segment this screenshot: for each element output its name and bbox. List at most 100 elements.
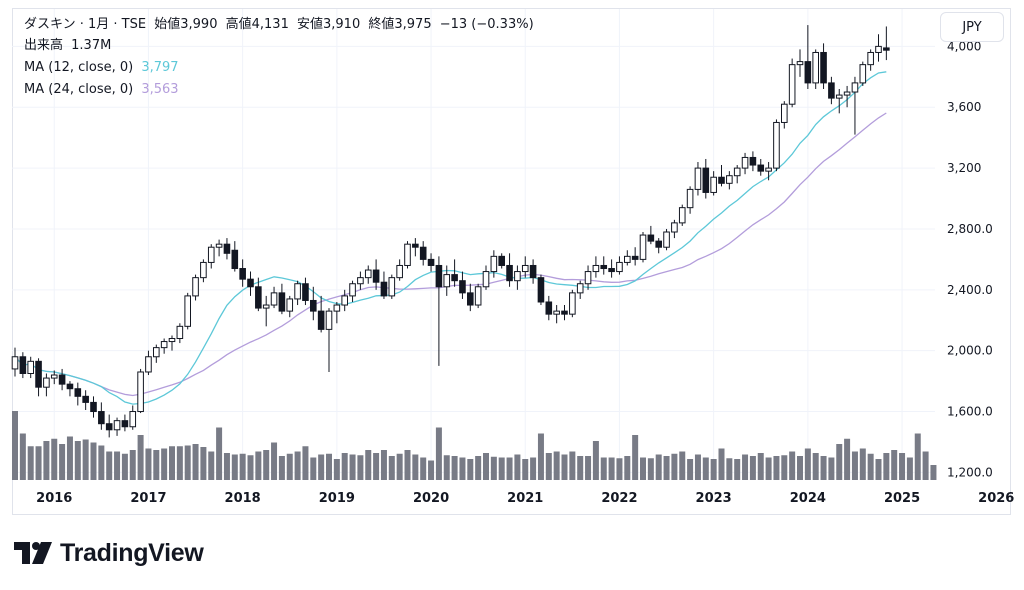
candle-body: [184, 295, 191, 327]
volume-bar: [121, 453, 128, 480]
candle-body: [412, 243, 419, 248]
volume-bar: [490, 456, 497, 480]
volume-bar: [271, 442, 278, 480]
candle-body: [804, 61, 812, 84]
high-value: 4,131: [251, 17, 289, 32]
volume-bar: [98, 445, 105, 480]
volume-bar: [498, 457, 505, 480]
candle-body: [631, 255, 639, 260]
candle-body: [357, 277, 364, 285]
volume-bar: [467, 459, 474, 480]
ma12-label: MA (12, close, 0): [24, 60, 134, 75]
volume-bar: [867, 453, 874, 480]
candle-body: [726, 175, 733, 184]
candle-body: [207, 246, 215, 263]
candle-body: [702, 167, 710, 193]
volume-bar: [129, 450, 136, 480]
candle-body: [686, 188, 694, 209]
volume-bar: [66, 436, 73, 480]
x-tick-label: 2021: [507, 491, 543, 506]
candle-body: [796, 61, 804, 66]
volume-bar: [702, 457, 709, 480]
candle-body: [74, 388, 82, 397]
candle-body: [678, 207, 686, 224]
volume-legend-row: 出来高 1.37M: [24, 37, 115, 55]
volume-bar: [459, 457, 466, 480]
candle-body: [294, 283, 301, 300]
volume-bar: [145, 448, 152, 480]
low-value: 3,910: [323, 17, 361, 32]
volume-bar: [726, 458, 733, 480]
candle-body: [757, 164, 765, 172]
candle-body: [278, 292, 286, 312]
ma24-label: MA (24, close, 0): [24, 82, 134, 97]
volume-bar: [632, 435, 639, 480]
y-tick-label: 1,600.0: [947, 405, 993, 419]
volume-bar: [883, 453, 890, 480]
candle-body: [153, 347, 160, 358]
tradingview-logo[interactable]: TradingView: [14, 538, 204, 568]
volume-bar: [239, 453, 246, 480]
volume-bar: [569, 451, 576, 480]
y-tick-label: 3,200: [947, 161, 981, 175]
volume-bar: [451, 456, 458, 480]
volume-bar: [679, 451, 686, 480]
x-tick-label: 2019: [319, 491, 355, 506]
x-tick-label: 2026: [978, 491, 1014, 506]
volume-bar: [286, 453, 293, 480]
candle-body: [545, 301, 553, 315]
candle-body: [875, 45, 882, 53]
price-chart[interactable]: 1,200.0 1,600.0 2,000.0 2,400.0 2,800.0 3,200…: [0, 0, 1024, 520]
candle-body: [43, 377, 50, 388]
candle-body: [11, 356, 19, 370]
volume-bar: [74, 441, 81, 480]
volume-bar: [899, 453, 906, 480]
candle-body: [521, 264, 529, 273]
candle-body: [883, 47, 890, 51]
candle-body: [58, 374, 66, 385]
candle-body: [663, 231, 670, 248]
volume-bar: [114, 451, 121, 480]
candle-body: [694, 167, 702, 190]
candle-body: [310, 299, 317, 312]
volume-bar: [804, 448, 811, 480]
volume-bar: [530, 457, 537, 480]
volume-bar: [365, 450, 372, 480]
volume-bar: [223, 453, 230, 480]
currency-button[interactable]: JPY: [940, 12, 1004, 42]
volume-bar: [836, 444, 843, 480]
volume-bar: [891, 450, 898, 480]
candle-body: [239, 268, 246, 280]
candle-body: [569, 292, 576, 315]
volume-bar: [357, 455, 364, 480]
open-value: 3,990: [180, 17, 218, 32]
volume-bar: [326, 453, 332, 480]
volume-bar: [12, 411, 18, 480]
candle-body: [671, 222, 678, 233]
tradingview-logo-text: TradingView: [60, 538, 204, 567]
volume-bar: [176, 446, 183, 480]
volume-bar: [161, 448, 168, 480]
volume-bar: [820, 456, 827, 480]
volume-bar: [663, 456, 670, 480]
volume-bar: [655, 454, 662, 480]
volume-bar: [302, 446, 309, 480]
volume-bar: [137, 435, 144, 480]
symbol-name: ダスキン · 1月 · TSE: [24, 17, 147, 32]
y-tick-label: 2,400.0: [947, 283, 993, 297]
candle-body: [592, 264, 600, 273]
volume-bar: [380, 450, 387, 480]
volume-bar: [671, 453, 678, 480]
volume-bar: [388, 456, 395, 480]
low-label: 安値: [296, 17, 323, 32]
volume-bar: [749, 456, 756, 480]
candle-body: [302, 283, 309, 301]
volume-bar: [514, 454, 521, 480]
candle-body: [616, 261, 623, 273]
volume-bar: [914, 433, 921, 480]
volume-bar: [231, 454, 238, 480]
candle-body: [192, 277, 199, 297]
candle-body: [867, 51, 874, 66]
volume-bar: [875, 459, 882, 480]
volume-bar: [90, 442, 97, 480]
